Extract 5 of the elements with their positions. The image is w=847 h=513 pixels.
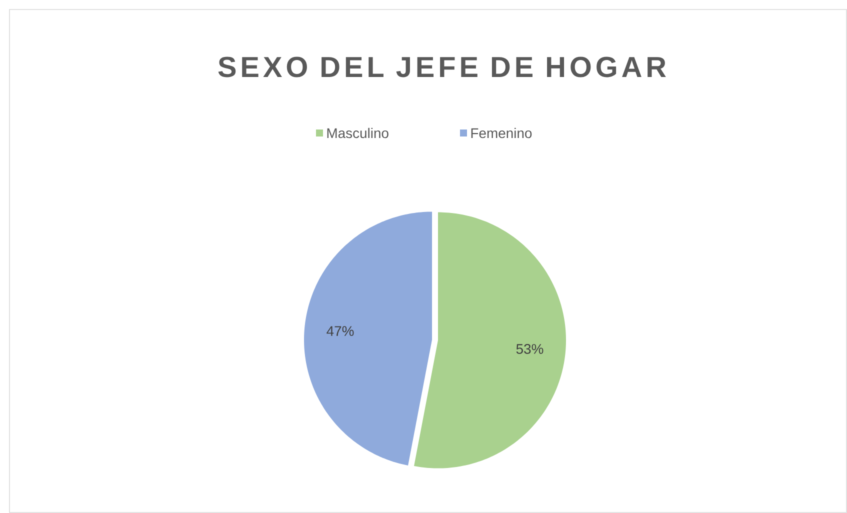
data-label: 47%	[326, 326, 354, 336]
legend-label: Masculino	[327, 128, 388, 138]
chart-title: SEXO DEL JEFE DE HOGAR	[218, 56, 666, 78]
data-label: 53%	[516, 344, 544, 354]
legend-label: Femenino	[471, 128, 532, 138]
